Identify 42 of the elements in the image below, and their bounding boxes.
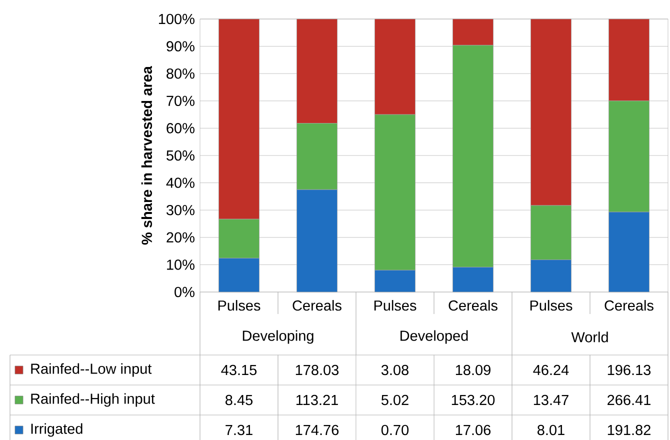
y-axis-title: % share in harvested area bbox=[141, 66, 152, 245]
text: 178.03 bbox=[296, 364, 339, 376]
text: 8.45 bbox=[226, 394, 253, 406]
y-tick-label: 50% bbox=[166, 150, 194, 161]
legend-label: Irrigated bbox=[31, 423, 82, 437]
text: World bbox=[571, 332, 608, 342]
text: 43.15 bbox=[221, 364, 257, 376]
x-tick-label: Pulses bbox=[374, 300, 416, 311]
y-tick-label: 10% bbox=[167, 260, 194, 270]
text: 18.09 bbox=[456, 364, 490, 376]
text: 5.02 bbox=[381, 394, 408, 406]
y-tick-label: 100% bbox=[158, 14, 194, 24]
text: 7.31 bbox=[226, 424, 252, 436]
text: 8.01 bbox=[538, 424, 564, 436]
x-tick-label: Cereals bbox=[448, 300, 498, 311]
y-tick-label: 90% bbox=[166, 41, 194, 52]
y-tick-label: 80% bbox=[166, 68, 194, 79]
text: 174.76 bbox=[296, 424, 339, 436]
y-tick-label: 70% bbox=[166, 96, 194, 106]
text: 153.20 bbox=[452, 394, 495, 406]
text: 3.08 bbox=[381, 364, 408, 376]
x-tick-label: Cereals bbox=[604, 300, 654, 311]
y-tick-label: 30% bbox=[166, 204, 194, 216]
x-tick-label: Pulses bbox=[218, 300, 260, 311]
text: 266.41 bbox=[608, 394, 650, 406]
x-tick-label: Cereals bbox=[292, 300, 342, 311]
text: 191.82 bbox=[608, 424, 650, 436]
text: 13.47 bbox=[534, 394, 568, 406]
text: Developed bbox=[400, 330, 468, 344]
y-tick-label: 60% bbox=[166, 123, 194, 134]
x-tick-label: Pulses bbox=[530, 300, 572, 311]
legend-label: Rainfed--Low input bbox=[31, 363, 152, 377]
y-tick-label: 40% bbox=[166, 178, 194, 188]
text: 46.24 bbox=[533, 364, 569, 376]
y-tick-label: 0% bbox=[174, 286, 194, 298]
text: Developing bbox=[242, 330, 314, 344]
text: 0.70 bbox=[381, 424, 409, 436]
text: 113.21 bbox=[296, 394, 338, 406]
legend-label: Rainfed--High input bbox=[31, 393, 155, 407]
text: 17.06 bbox=[456, 424, 491, 436]
y-tick-label: 20% bbox=[166, 232, 194, 243]
text: 196.13 bbox=[608, 364, 651, 376]
